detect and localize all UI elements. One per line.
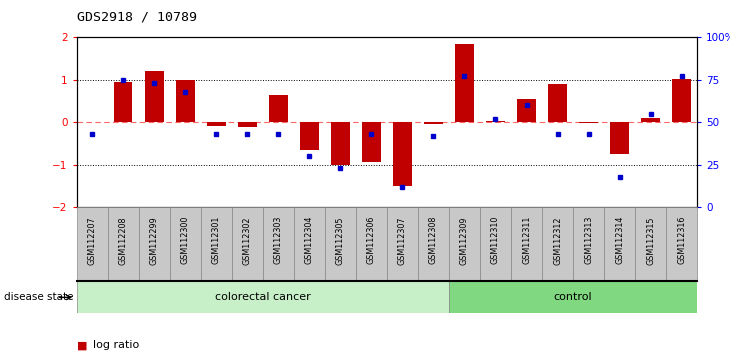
Bar	[418, 207, 449, 281]
Bar	[325, 207, 356, 281]
Text: GSM112316: GSM112316	[677, 216, 686, 264]
Bar	[573, 207, 604, 281]
Bar	[331, 122, 350, 165]
Bar	[145, 71, 164, 122]
Bar	[201, 207, 232, 281]
Bar	[449, 207, 480, 281]
Bar	[449, 281, 697, 313]
Bar	[610, 122, 629, 154]
Bar	[393, 122, 412, 186]
Text: GDS2918 / 10789: GDS2918 / 10789	[77, 11, 196, 24]
Text: GSM112310: GSM112310	[491, 216, 500, 264]
Text: GSM112301: GSM112301	[212, 216, 220, 264]
Text: log ratio: log ratio	[93, 340, 139, 350]
Bar	[139, 207, 169, 281]
Bar	[300, 122, 318, 150]
Bar	[548, 84, 567, 122]
Bar	[635, 207, 666, 281]
Bar	[294, 207, 325, 281]
Bar	[114, 82, 133, 122]
Bar	[263, 207, 293, 281]
Text: GSM112208: GSM112208	[119, 216, 128, 264]
Bar	[642, 118, 660, 122]
Bar	[456, 44, 474, 122]
Text: ■: ■	[77, 340, 87, 350]
Text: control: control	[554, 292, 592, 302]
Bar	[542, 207, 573, 281]
Text: GSM112312: GSM112312	[553, 216, 562, 264]
Bar	[604, 207, 635, 281]
Text: disease state: disease state	[4, 292, 73, 302]
Bar	[480, 207, 511, 281]
Bar	[77, 207, 108, 281]
Bar	[424, 122, 442, 124]
Bar	[387, 207, 418, 281]
Text: GSM112315: GSM112315	[646, 216, 655, 264]
Bar	[356, 207, 387, 281]
Bar	[238, 122, 257, 127]
Text: GSM112307: GSM112307	[398, 216, 407, 264]
Text: GSM112306: GSM112306	[367, 216, 376, 264]
Text: GSM112309: GSM112309	[460, 216, 469, 264]
Bar	[169, 207, 201, 281]
Text: GSM112303: GSM112303	[274, 216, 283, 264]
Bar	[672, 79, 691, 122]
Bar	[77, 281, 449, 313]
Bar	[232, 207, 263, 281]
Text: GSM112313: GSM112313	[584, 216, 593, 264]
Text: GSM112299: GSM112299	[150, 216, 158, 265]
Bar	[580, 122, 598, 123]
Bar	[362, 122, 381, 162]
Text: colorectal cancer: colorectal cancer	[215, 292, 311, 302]
Text: GSM112311: GSM112311	[522, 216, 531, 264]
Bar	[108, 207, 139, 281]
Bar	[666, 207, 697, 281]
Text: GSM112300: GSM112300	[181, 216, 190, 264]
Bar	[269, 95, 288, 122]
Bar	[517, 99, 536, 122]
Text: GSM112302: GSM112302	[243, 216, 252, 264]
Text: GSM112207: GSM112207	[88, 216, 96, 265]
Bar	[486, 121, 505, 122]
Bar	[511, 207, 542, 281]
Text: GSM112314: GSM112314	[615, 216, 624, 264]
Text: GSM112304: GSM112304	[305, 216, 314, 264]
Text: GSM112305: GSM112305	[336, 216, 345, 264]
Text: GSM112308: GSM112308	[429, 216, 438, 264]
Bar	[207, 122, 226, 126]
Bar	[176, 80, 194, 122]
